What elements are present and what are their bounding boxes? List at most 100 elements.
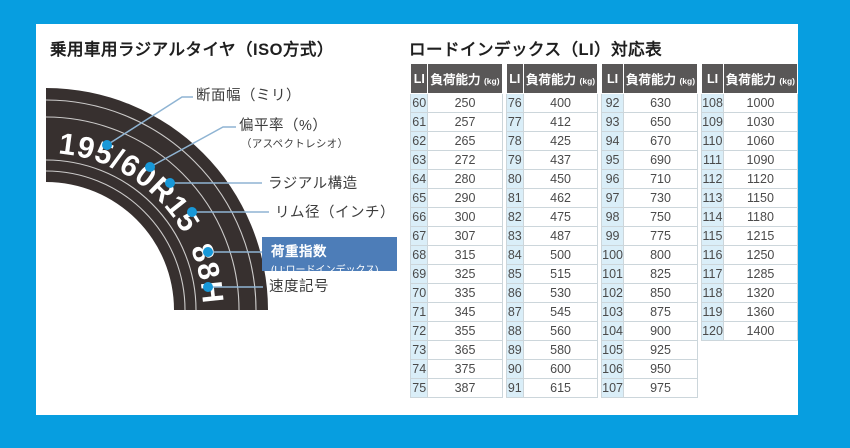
capacity-value-cell: 1120 <box>722 169 799 189</box>
marker-dot-load-index <box>203 247 213 257</box>
table-row: 109 1030 <box>701 112 799 132</box>
table-row: 64 280 <box>409 169 503 189</box>
leader-line <box>149 126 236 168</box>
load-index-table-title: ロードインデックス（LI）対応表 <box>409 41 663 59</box>
li-value-cell: 80 <box>505 169 525 189</box>
table-row: 68 315 <box>409 245 503 265</box>
li-value-cell: 113 <box>701 188 724 208</box>
li-value-cell: 117 <box>701 264 724 284</box>
li-value-cell: 104 <box>601 321 624 341</box>
label-load-index: 荷重指数 <box>271 244 327 259</box>
li-value-cell: 119 <box>701 302 724 322</box>
table-row: 72 355 <box>409 321 503 341</box>
content-panel: 乗用車用ラジアルタイヤ（ISO方式） ロードインデックス（LI）対応表 195/… <box>36 24 799 415</box>
li-value-cell: 70 <box>409 283 429 303</box>
li-value-cell: 97 <box>601 188 624 208</box>
table-row: 105 925 <box>601 340 699 360</box>
capacity-value-cell: 425 <box>523 131 599 151</box>
table-row: 63 272 <box>409 150 503 170</box>
capacity-value-cell: 975 <box>622 378 699 398</box>
table-row: 61 257 <box>409 112 503 132</box>
table-row: 67 307 <box>409 226 503 246</box>
marker-dot-radial <box>165 178 175 188</box>
li-value-cell: 79 <box>505 150 525 170</box>
table-row: 100 800 <box>601 245 699 265</box>
capacity-value-cell: 900 <box>622 321 699 341</box>
column-header-capacity: 負荷能力 (kg) <box>722 63 799 94</box>
capacity-value-cell: 1250 <box>722 245 799 265</box>
load-index-subtable-2: LI 負荷能力 (kg) 76 400 77 412 78 425 79 437 80 450 81 46… <box>505 63 599 398</box>
table-row: 78 425 <box>505 131 599 151</box>
table-row: 69 325 <box>409 264 503 284</box>
table-row: 118 1320 <box>701 283 799 303</box>
table-row: 103 875 <box>601 302 699 322</box>
marker-dot-section-width <box>102 140 112 150</box>
li-value-cell: 89 <box>505 340 525 360</box>
li-value-cell: 71 <box>409 302 429 322</box>
column-header-capacity: 負荷能力 (kg) <box>622 63 699 94</box>
li-value-cell: 81 <box>505 188 525 208</box>
li-value-cell: 120 <box>701 321 724 341</box>
li-value-cell: 116 <box>701 245 724 265</box>
li-value-cell: 92 <box>601 93 624 113</box>
li-value-cell: 87 <box>505 302 525 322</box>
li-value-cell: 85 <box>505 264 525 284</box>
table-row: 75 387 <box>409 378 503 398</box>
table-row: 104 900 <box>601 321 699 341</box>
leader-line <box>106 96 193 146</box>
li-value-cell: 77 <box>505 112 525 132</box>
capacity-value-cell: 1030 <box>722 112 799 132</box>
capacity-value-cell: 1320 <box>722 283 799 303</box>
column-header-li: LI <box>409 63 429 94</box>
li-value-cell: 103 <box>601 302 624 322</box>
li-value-cell: 108 <box>701 93 724 113</box>
li-value-cell: 110 <box>701 131 724 151</box>
capacity-value-cell: 365 <box>427 340 503 360</box>
label-aspect-ratio-sub: （アスペクトレシオ） <box>241 138 349 150</box>
table-row: 98 750 <box>601 207 699 227</box>
table-row: 94 670 <box>601 131 699 151</box>
table-header-row: LI 負荷能力 (kg) <box>601 63 699 94</box>
table-row: 91 615 <box>505 378 599 398</box>
li-value-cell: 64 <box>409 169 429 189</box>
li-value-cell: 84 <box>505 245 525 265</box>
table-row: 87 545 <box>505 302 599 322</box>
capacity-value-cell: 500 <box>523 245 599 265</box>
table-row: 107 975 <box>601 378 699 398</box>
label-radial-structure: ラジアル構造 <box>268 176 358 192</box>
table-row: 99 775 <box>601 226 699 246</box>
label-rim-diameter: リム径（インチ） <box>275 205 395 221</box>
capacity-value-cell: 257 <box>427 112 503 132</box>
capacity-value-cell: 307 <box>427 226 503 246</box>
table-row: 106 950 <box>601 359 699 379</box>
li-value-cell: 90 <box>505 359 525 379</box>
capacity-value-cell: 545 <box>523 302 599 322</box>
tire-groove-line <box>45 170 186 311</box>
li-value-cell: 100 <box>601 245 624 265</box>
table-row: 117 1285 <box>701 264 799 284</box>
table-row: 95 690 <box>601 150 699 170</box>
li-value-cell: 115 <box>701 226 724 246</box>
capacity-value-cell: 690 <box>622 150 699 170</box>
capacity-value-cell: 1215 <box>722 226 799 246</box>
capacity-value-cell: 600 <box>523 359 599 379</box>
tire-groove-line <box>45 99 257 311</box>
capacity-value-cell: 280 <box>427 169 503 189</box>
capacity-value-cell: 580 <box>523 340 599 360</box>
table-row: 93 650 <box>601 112 699 132</box>
label-aspect-ratio: 偏平率（%） <box>239 118 328 134</box>
capacity-value-cell: 825 <box>622 264 699 284</box>
label-load-index-highlight: 荷重指数 (LI:ロードインデックス) <box>262 237 397 276</box>
li-value-cell: 109 <box>701 112 724 132</box>
table-row: 89 580 <box>505 340 599 360</box>
table-row: 83 487 <box>505 226 599 246</box>
capacity-value-cell: 1360 <box>722 302 799 322</box>
capacity-value-cell: 487 <box>523 226 599 246</box>
li-value-cell: 68 <box>409 245 429 265</box>
table-row: 110 1060 <box>701 131 799 151</box>
table-header-row: LI 負荷能力 (kg) <box>409 63 503 94</box>
capacity-value-cell: 670 <box>622 131 699 151</box>
capacity-value-cell: 850 <box>622 283 699 303</box>
li-value-cell: 88 <box>505 321 525 341</box>
